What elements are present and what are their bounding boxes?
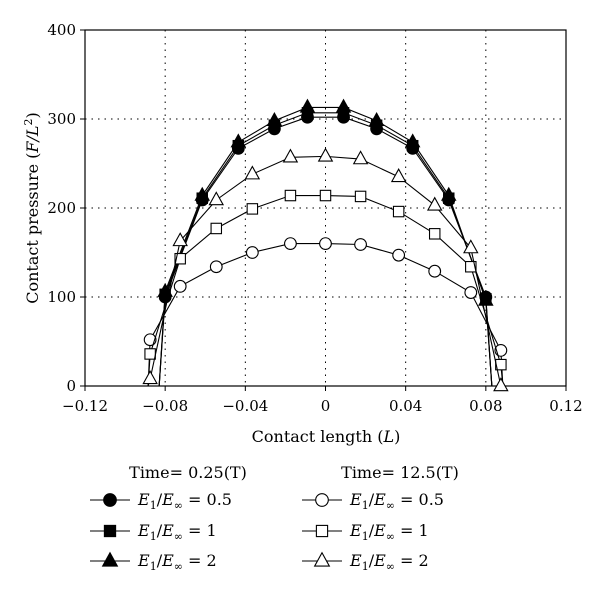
x-tick-label: −0.08 (142, 397, 188, 415)
circle-marker (428, 264, 442, 278)
square-marker (319, 189, 332, 202)
triangle-marker (194, 186, 211, 201)
triangle-marker (368, 111, 385, 127)
circle-marker (143, 333, 157, 347)
triangle-marker (404, 133, 421, 148)
legend-label: E1/E∞ = 2 (137, 551, 217, 573)
square-marker (174, 252, 186, 265)
circle-marker (209, 260, 223, 274)
square-marker (465, 260, 477, 273)
circle-marker (315, 493, 329, 507)
triangle-marker (426, 196, 443, 211)
square-marker (210, 222, 223, 235)
legend-item: E1/E∞ = 0.5 (302, 490, 444, 512)
series-layer (142, 98, 509, 392)
grid (85, 30, 566, 386)
legend-label: E1/E∞ = 1 (137, 521, 217, 543)
circle-marker (173, 279, 187, 293)
circle-marker (354, 238, 367, 251)
triangle-marker (266, 111, 283, 127)
axes (80, 29, 567, 391)
triangle-marker (208, 191, 225, 206)
square-marker (354, 190, 367, 203)
square-marker (103, 524, 117, 538)
triangle-marker (352, 150, 369, 165)
triangle-marker (493, 377, 509, 392)
triangle-marker (299, 98, 316, 113)
legend-item: E1/E∞ = 1 (90, 521, 217, 543)
square-marker (315, 524, 329, 538)
legend-item: E1/E∞ = 1 (302, 521, 429, 543)
legend: Time= 0.25(T) Time= 12.5(T) E1/E∞ = 0.5 E… (90, 463, 459, 573)
square-marker (246, 203, 259, 215)
square-marker (144, 348, 156, 360)
series-time-12.5-square (144, 189, 507, 387)
triangle-marker (172, 232, 188, 247)
circle-marker (319, 237, 332, 250)
series-time-12.5-circle (143, 237, 508, 387)
triangle-marker (463, 239, 479, 254)
legend-item: E1/E∞ = 2 (302, 551, 429, 573)
circle-marker (284, 237, 297, 250)
legend-label: E1/E∞ = 1 (349, 521, 429, 543)
legend-label: E1/E∞ = 0.5 (137, 490, 232, 512)
y-tick-label: 200 (47, 199, 76, 217)
circle-marker (464, 286, 478, 299)
circle-marker (392, 248, 406, 262)
x-tick-label: 0.04 (389, 397, 422, 415)
legend-label: E1/E∞ = 2 (349, 551, 429, 573)
legend-label: E1/E∞ = 0.5 (349, 490, 444, 512)
y-axis-title: Contact pressure (F/L2) (22, 112, 42, 304)
x-axis-title: Contact length (L) (252, 427, 401, 446)
triangle-marker (335, 98, 352, 113)
triangle-marker (244, 165, 261, 180)
triangle-marker (440, 186, 457, 201)
triangle-marker (230, 133, 247, 148)
series-line (158, 106, 493, 387)
x-tick-label: −0.04 (222, 397, 268, 415)
square-marker (428, 228, 441, 240)
legend-item: E1/E∞ = 2 (90, 551, 217, 573)
y-tick-label: 100 (47, 288, 76, 306)
y-tick-label: 400 (47, 21, 76, 39)
triangle-marker (313, 551, 331, 567)
y-tick-label: 300 (47, 110, 76, 128)
triangle-marker (142, 370, 158, 385)
x-tick-label: 0.08 (469, 397, 502, 415)
circle-marker (245, 246, 259, 259)
legend-heading-left: Time= 0.25(T) (129, 463, 247, 482)
tick-labels: −0.12 −0.08 −0.04 0 0.04 0.08 0.12 0 100 200 300 40… (47, 21, 582, 415)
triangle-marker (282, 148, 299, 163)
square-marker (392, 205, 405, 218)
triangle-marker (317, 147, 334, 162)
square-marker (284, 189, 297, 202)
triangle-marker (101, 551, 119, 567)
triangle-marker (390, 168, 407, 183)
legend-heading-right: Time= 12.5(T) (341, 463, 459, 482)
series-line (158, 112, 493, 387)
series-time-12.5-triangle (142, 147, 509, 392)
legend-item: E1/E∞ = 0.5 (90, 490, 232, 512)
circle-marker (103, 493, 117, 507)
x-tick-label: 0.12 (549, 397, 582, 415)
x-tick-label: 0 (321, 397, 331, 415)
y-tick-label: 0 (66, 377, 76, 395)
x-tick-label: −0.12 (62, 397, 108, 415)
